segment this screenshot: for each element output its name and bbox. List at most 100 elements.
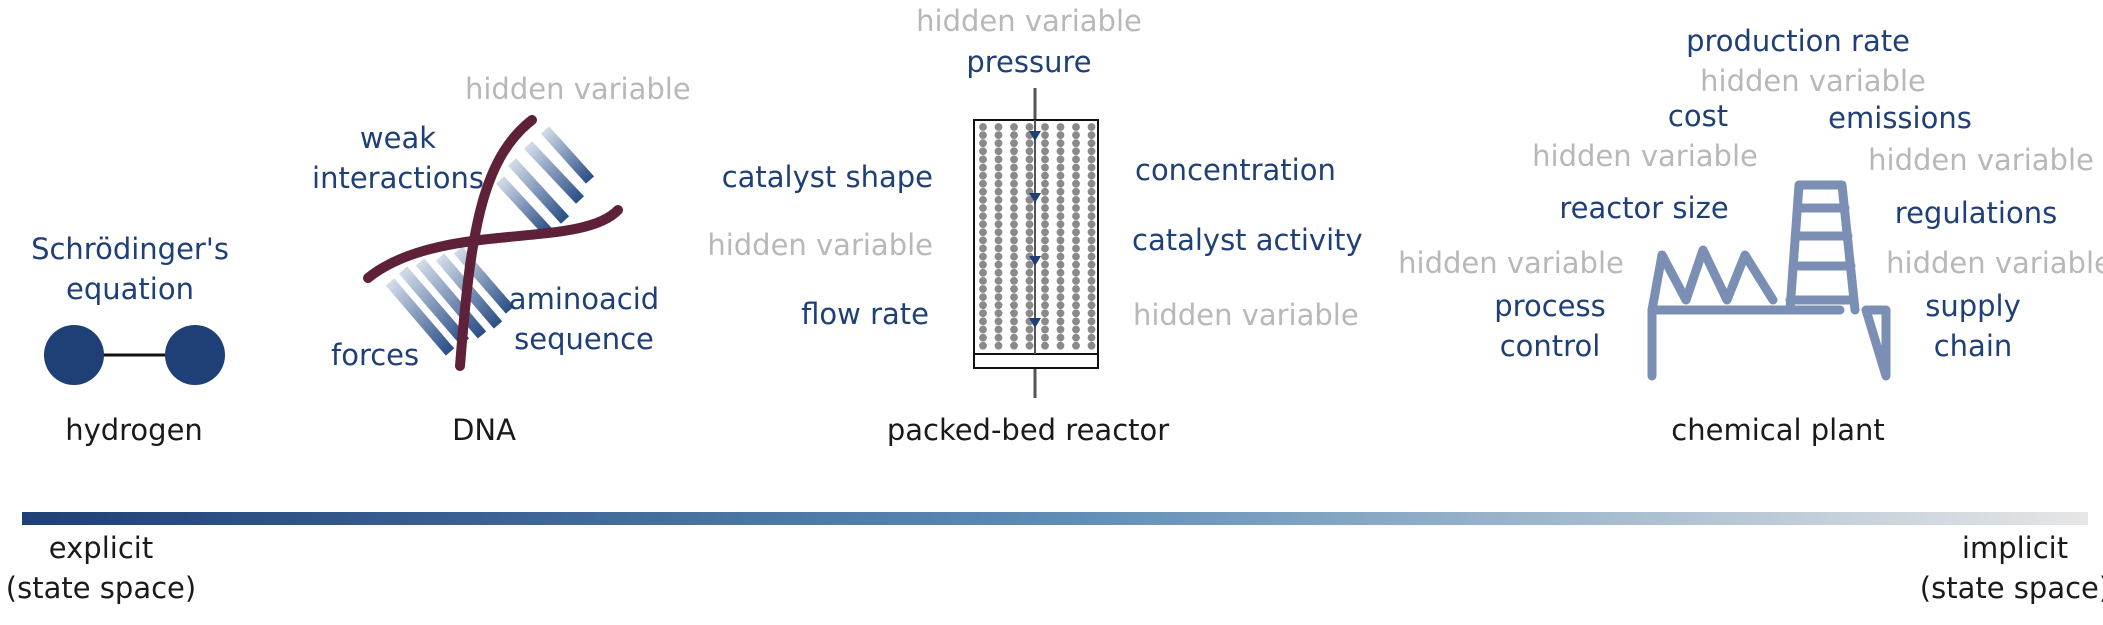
catalyst-bead xyxy=(979,147,987,156)
catalyst-bead xyxy=(994,204,1003,212)
catalyst-bead xyxy=(1025,123,1034,131)
catalyst-bead xyxy=(1056,228,1065,237)
reactor-caption: packed-bed reactor xyxy=(886,413,1170,447)
catalyst-bead xyxy=(1056,277,1065,285)
catalyst-bead xyxy=(1025,285,1034,293)
catalyst-bead xyxy=(994,252,1003,261)
flow-arrows xyxy=(1029,131,1041,328)
catalyst-bead xyxy=(1072,163,1080,172)
catalyst-bead xyxy=(1010,187,1018,196)
reactor-pressure-label: pressure xyxy=(966,45,1092,79)
reactor-concentration-label: concentration xyxy=(1135,153,1336,187)
catalyst-bead xyxy=(979,309,987,318)
catalyst-bead xyxy=(994,163,1003,172)
catalyst-bead xyxy=(1072,187,1080,196)
catalyst-bead xyxy=(979,252,987,261)
catalyst-bead xyxy=(1087,187,1096,196)
catalyst-bead xyxy=(1056,341,1065,350)
catalyst-bead xyxy=(1056,236,1065,245)
dna-helix-icon xyxy=(363,115,623,371)
catalyst-bead xyxy=(994,277,1003,285)
catalyst-bead xyxy=(1087,244,1096,253)
catalyst-bead xyxy=(979,139,987,148)
catalyst-bead xyxy=(1010,139,1018,148)
catalyst-bead xyxy=(1087,171,1096,180)
catalyst-bead xyxy=(1010,260,1018,269)
catalyst-bead xyxy=(994,260,1003,269)
catalyst-bead xyxy=(994,220,1003,229)
catalyst-bead xyxy=(1025,220,1034,229)
catalyst-bead xyxy=(1072,204,1080,212)
catalyst-bead xyxy=(994,293,1003,301)
catalyst-bead xyxy=(1087,236,1096,245)
plant-caption: chemical plant xyxy=(1671,413,1885,447)
catalyst-bead xyxy=(1072,131,1080,140)
catalyst-bead xyxy=(1025,163,1034,172)
catalyst-bead xyxy=(1041,212,1049,221)
catalyst-bead xyxy=(1087,317,1096,326)
catalyst-bead xyxy=(1087,139,1096,148)
catalyst-bead xyxy=(1087,204,1096,212)
catalyst-bead xyxy=(1087,252,1096,261)
catalyst-bead xyxy=(1087,131,1096,140)
catalyst-bead xyxy=(979,285,987,293)
catalyst-bead xyxy=(1056,244,1065,253)
catalyst-bead xyxy=(1056,317,1065,326)
catalyst-bead xyxy=(994,309,1003,318)
catalyst-bead xyxy=(1056,123,1065,131)
catalyst-bead xyxy=(1072,252,1080,261)
catalyst-bead xyxy=(1056,301,1065,310)
catalyst-bead xyxy=(1010,228,1018,237)
plant-emissions-label: emissions xyxy=(1828,101,1972,135)
catalyst-bead xyxy=(1025,244,1034,253)
plant-process-control-label: process control xyxy=(1494,289,1606,363)
catalyst-bead xyxy=(1025,301,1034,310)
catalyst-bead xyxy=(979,301,987,310)
catalyst-bead xyxy=(1041,285,1049,293)
catalyst-bead xyxy=(1041,171,1049,180)
catalyst-bead xyxy=(1056,309,1065,318)
explicit-implicit-gradient-bar xyxy=(22,512,2088,525)
catalyst-bead xyxy=(1072,179,1080,188)
catalyst-bead xyxy=(1056,220,1065,229)
catalyst-bead xyxy=(979,236,987,245)
catalyst-bead xyxy=(1072,147,1080,156)
catalyst-bead xyxy=(1087,293,1096,301)
scale-explicit-label: explicit (state space) xyxy=(5,531,197,605)
catalyst-bead xyxy=(1056,268,1065,277)
catalyst-bead xyxy=(994,333,1003,342)
catalyst-bead xyxy=(1041,244,1049,253)
catalyst-bead xyxy=(994,317,1003,326)
catalyst-bead xyxy=(979,333,987,342)
catalyst-bead xyxy=(1041,131,1049,140)
catalyst-bead xyxy=(1056,131,1065,140)
catalyst-bead xyxy=(1056,171,1065,180)
catalyst-bead xyxy=(1087,163,1096,172)
catalyst-bead xyxy=(1072,317,1080,326)
catalyst-bead xyxy=(1010,236,1018,245)
catalyst-bead xyxy=(1010,147,1018,156)
catalyst-bead xyxy=(1072,236,1080,245)
catalyst-bead xyxy=(1087,228,1096,237)
catalyst-bead xyxy=(979,204,987,212)
catalyst-bead xyxy=(1010,317,1018,326)
reactor-hidden-variable-left-label: hidden variable xyxy=(707,228,933,262)
catalyst-bead xyxy=(1072,123,1080,131)
catalyst-bead xyxy=(1041,309,1049,318)
catalyst-bead xyxy=(994,244,1003,253)
catalyst-bead xyxy=(1087,285,1096,293)
catalyst-bead xyxy=(1072,301,1080,310)
catalyst-bead xyxy=(1072,325,1080,334)
catalyst-bead xyxy=(1056,333,1065,342)
dna-caption: DNA xyxy=(452,413,516,447)
catalyst-bead xyxy=(1072,220,1080,229)
catalyst-bead xyxy=(1041,301,1049,310)
catalyst-bead xyxy=(1025,236,1034,245)
catalyst-bead xyxy=(994,285,1003,293)
catalyst-bead xyxy=(1041,277,1049,285)
catalyst-bead xyxy=(979,179,987,188)
catalyst-bead xyxy=(1087,341,1096,350)
catalyst-bead xyxy=(979,171,987,180)
catalyst-bead xyxy=(1072,277,1080,285)
catalyst-bead xyxy=(979,317,987,326)
